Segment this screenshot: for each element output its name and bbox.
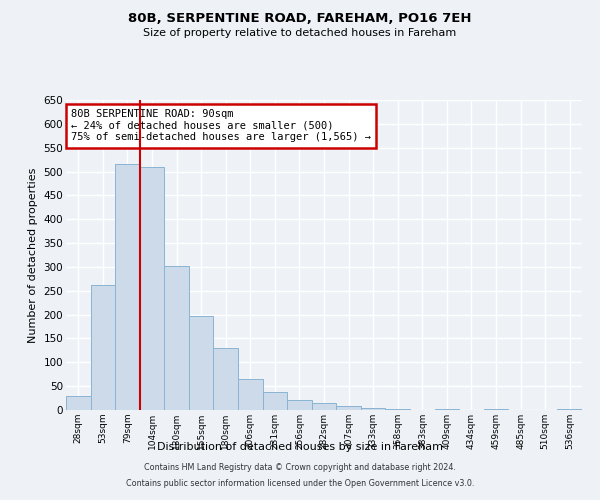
Bar — [140, 167, 164, 410]
Bar — [263, 392, 287, 410]
Text: Contains public sector information licensed under the Open Government Licence v3: Contains public sector information licen… — [126, 478, 474, 488]
Bar — [66, 396, 91, 410]
Bar — [91, 285, 115, 410]
Bar — [434, 408, 459, 410]
Bar — [312, 403, 336, 410]
Bar — [214, 348, 238, 410]
Bar — [189, 316, 214, 410]
Bar — [238, 379, 263, 410]
Bar — [287, 400, 312, 410]
Text: Contains HM Land Registry data © Crown copyright and database right 2024.: Contains HM Land Registry data © Crown c… — [144, 464, 456, 472]
Bar — [385, 409, 410, 410]
Text: Size of property relative to detached houses in Fareham: Size of property relative to detached ho… — [143, 28, 457, 38]
Y-axis label: Number of detached properties: Number of detached properties — [28, 168, 38, 342]
Text: 80B SERPENTINE ROAD: 90sqm
← 24% of detached houses are smaller (500)
75% of sem: 80B SERPENTINE ROAD: 90sqm ← 24% of deta… — [71, 110, 371, 142]
Text: 80B, SERPENTINE ROAD, FAREHAM, PO16 7EH: 80B, SERPENTINE ROAD, FAREHAM, PO16 7EH — [128, 12, 472, 26]
Bar — [164, 266, 189, 410]
Bar — [336, 406, 361, 410]
Bar — [484, 408, 508, 410]
Bar — [361, 408, 385, 410]
Bar — [115, 164, 140, 410]
Text: Distribution of detached houses by size in Fareham: Distribution of detached houses by size … — [157, 442, 443, 452]
Bar — [557, 408, 582, 410]
